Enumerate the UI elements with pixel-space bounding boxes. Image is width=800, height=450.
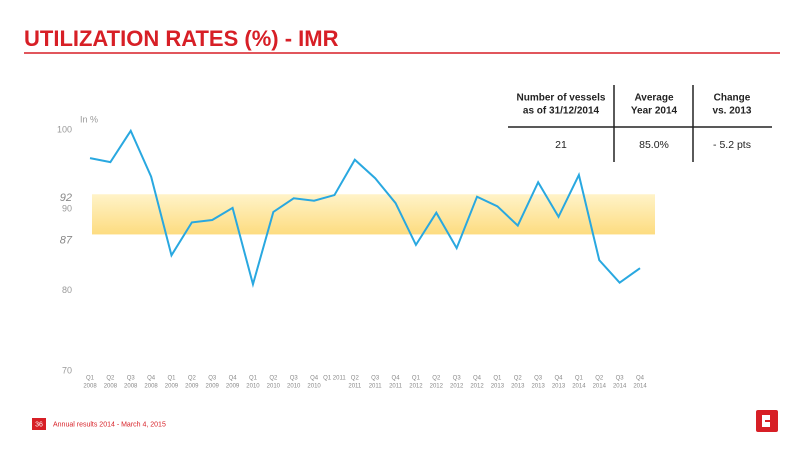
table-cell: 85.0% [639,139,669,151]
x-tick-label: 2013 [531,384,545,390]
x-tick-label: 2008 [83,384,97,390]
table-header: Change [714,93,751,104]
x-tick-label: 2013 [552,384,566,390]
logo [756,410,778,432]
x-tick-label: 2012 [470,384,484,390]
x-tick-label: 2013 [491,384,505,390]
x-tick-label: 2014 [613,384,627,390]
target-band [92,194,655,235]
table-cell: 21 [555,139,567,151]
y-tick-label: 80 [62,285,72,295]
x-tick-label: Q4 [636,376,645,382]
x-tick-label: Q4 [555,376,564,382]
footer-text: Annual results 2014 - March 4, 2015 [53,421,166,428]
x-tick-label: 2008 [144,384,158,390]
x-tick-label: Q2 [269,376,278,382]
x-tick-label: Q1 [493,376,502,382]
x-tick-label: Q1 [412,376,421,382]
x-tick-label: Q4 [392,376,401,382]
x-tick-label: 2012 [430,384,444,390]
series-line [89,128,641,289]
y-tick-label: 100 [57,124,72,134]
table-header: Average [634,93,674,104]
table-cell: - 5.2 pts [713,139,751,151]
x-tick-label: Q4 [229,376,238,382]
x-tick-label: Q2 [351,376,360,382]
x-tick-label: Q2 [188,376,197,382]
y-tick-label: 70 [62,365,72,375]
x-tick-label: 2011 [348,384,362,390]
x-tick-label: Q3 [453,376,462,382]
x-tick-label: 2011 [389,384,403,390]
x-tick-label: Q3 [208,376,217,382]
x-tick-label: Q1 [575,376,584,382]
x-tick-label: 2014 [593,384,607,390]
x-tick-label: 2010 [287,384,301,390]
x-tick-label: 2008 [124,384,138,390]
x-tick-label: 2009 [206,384,220,390]
x-tick-label: Q1 [86,376,95,382]
x-tick-label: Q2 [432,376,441,382]
x-tick-label: Q1 [249,376,258,382]
y-tick-label: 90 [62,204,72,214]
x-tick-label: Q3 [616,376,625,382]
x-tick-label: Q3 [290,376,299,382]
x-tick-label: Q4 [473,376,482,382]
slide-title: UTILIZATION RATES (%) - IMR [24,26,339,51]
y-axis-label: In % [80,114,98,124]
x-tick-label: 2014 [572,384,586,390]
x-tick-label: Q3 [534,376,543,382]
table-header: Number of vessels [517,93,606,104]
x-tick-label: 2009 [185,384,199,390]
x-tick-label: 2010 [267,384,281,390]
x-tick-label: 2009 [165,384,179,390]
x-tick-label: Q3 [371,376,380,382]
x-tick-label: 2009 [226,384,240,390]
table [508,85,772,162]
table-header: vs. 2013 [713,106,752,117]
x-tick-label: Q2 [514,376,523,382]
x-tick-label: Q4 [147,376,156,382]
x-tick-label: 2013 [511,384,525,390]
x-tick-label: Q3 [127,376,136,382]
band-label: 87 [60,234,73,246]
x-tick-label: 2012 [409,384,423,390]
x-tick-label: Q1 2011 [323,376,346,382]
band-label: 92 [60,192,72,204]
x-tick-label: 2008 [104,384,118,390]
table-header: Year 2014 [631,106,678,117]
x-tick-label: 2010 [307,384,321,390]
x-tick-label: Q1 [167,376,176,382]
table-header: as of 31/12/2014 [523,106,600,117]
x-tick-label: 2010 [246,384,260,390]
x-tick-label: 2011 [369,384,383,390]
page-box [32,418,46,430]
page-number: 36 [35,421,43,428]
x-tick-label: 2014 [633,384,647,390]
x-tick-label: Q4 [310,376,319,382]
x-tick-label: Q2 [595,376,604,382]
x-tick-label: Q2 [106,376,115,382]
x-tick-label: 2012 [450,384,464,390]
